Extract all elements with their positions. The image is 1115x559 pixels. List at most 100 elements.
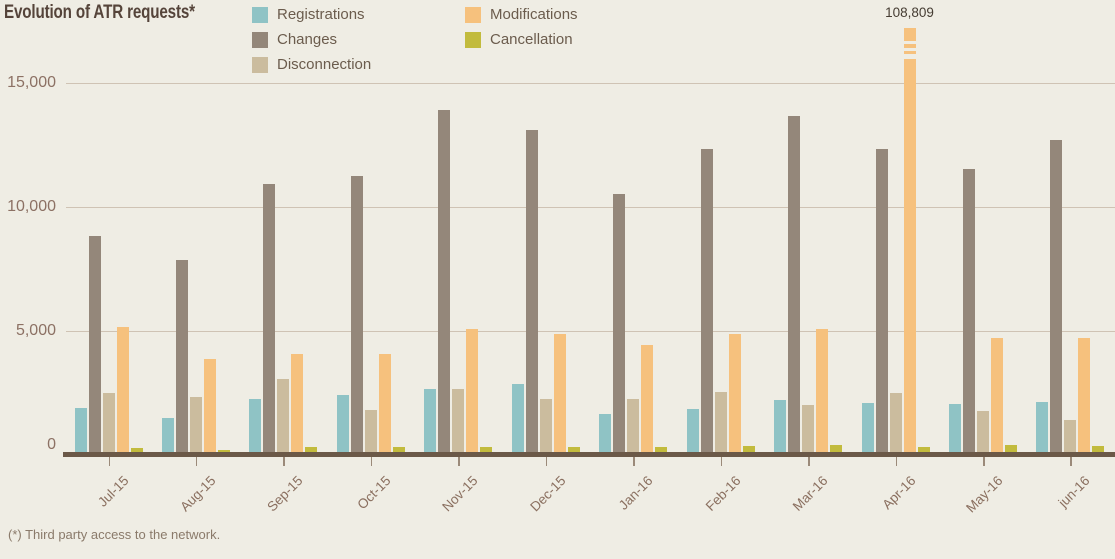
bar-modifications-Apr-16 [903,28,916,452]
legend-label: Cancellation [490,31,573,48]
bar-modifications-May-16 [991,338,1003,452]
legend-column-2: Modifications Cancellation [465,6,578,56]
bar-group-Jan-16 [599,194,668,452]
bar-cancellation-jun-16 [1092,446,1105,452]
x-axis-tick [195,457,198,466]
bar-group-Oct-15 [336,176,405,452]
x-axis-tick [720,457,723,466]
bar-disconnection-Jan-16 [627,399,640,452]
bar-cancellation-Mar-16 [830,445,843,452]
bar-disconnection-May-16 [977,411,989,452]
bar-changes-Jan-16 [613,194,626,452]
y-axis-label-5000: 5,000 [15,321,56,339]
x-axis-tick [808,457,810,466]
bar-modifications-Oct-15 [378,354,391,452]
bar-group-Apr-16 [861,28,930,452]
legend-column-1: Registrations Changes Disconnection [252,6,371,81]
bar-disconnection-jun-16 [1064,420,1077,452]
x-axis-label-jun-16: jun-16 [1055,473,1094,511]
legend-item-disconnection: Disconnection [252,56,371,73]
bar-group-Mar-16 [774,116,843,452]
bar-group-Jul-15 [74,236,143,452]
x-axis-label-Dec-15: Dec-15 [526,473,569,515]
bar-disconnection-Nov-15 [452,389,465,452]
bar-group-Dec-15 [511,130,580,452]
y-axis-label-15000: 15,000 [7,73,56,91]
bar-changes-jun-16 [1050,140,1063,452]
bar-registrations-Nov-15 [424,389,437,452]
x-axis-label-Oct-15: Oct-15 [354,473,394,513]
legend-item-changes: Changes [252,31,371,48]
bar-cancellation-Jul-15 [130,448,143,452]
x-axis-label-Nov-15: Nov-15 [439,473,481,515]
gridline-10000 [66,206,1115,208]
x-axis-label-May-16: May-16 [963,473,1006,516]
bar-changes-Aug-15 [175,260,188,452]
bar-registrations-Jan-16 [599,414,612,452]
bar-disconnection-Mar-16 [802,405,815,452]
bar-modifications-Dec-15 [553,334,566,452]
bar-cancellation-Oct-15 [392,447,405,452]
bar-registrations-Feb-16 [686,409,699,452]
bar-changes-Feb-16 [700,149,713,452]
bar-disconnection-Oct-15 [364,410,377,452]
bar-modifications-Jul-15 [116,327,129,452]
x-axis-label-Jan-16: Jan-16 [615,473,656,513]
legend-item-modifications: Modifications [465,6,578,23]
x-axis-label-Feb-16: Feb-16 [702,473,744,514]
bar-disconnection-Sep-15 [277,379,290,452]
bar-group-Sep-15 [249,184,318,452]
bar-changes-May-16 [963,169,975,452]
bar-cancellation-Jan-16 [655,447,668,452]
footnote: (*) Third party access to the network. [8,527,221,542]
bar-cancellation-May-16 [1005,445,1017,452]
x-axis-tick [283,457,285,466]
bar-registrations-Dec-15 [511,384,524,452]
bar-registrations-Apr-16 [861,403,874,452]
bar-cancellation-Aug-15 [217,450,230,452]
bar-disconnection-Feb-16 [714,392,727,452]
x-axis-tick [545,457,548,466]
plot-area [66,0,1115,452]
legend-label: Changes [277,31,338,48]
y-axis-label-0: 0 [47,436,56,453]
chart-title: Evolution of ATR requests* [4,2,195,23]
x-axis-label-Mar-16: Mar-16 [789,473,831,514]
bar-changes-Oct-15 [350,176,363,452]
bar-changes-Dec-15 [525,130,538,452]
bar-modifications-Sep-15 [291,354,304,452]
registrations-swatch-icon [252,6,268,23]
legend-item-registrations: Registrations [252,6,371,23]
modifications-swatch-icon [465,6,481,23]
bar-cancellation-Sep-15 [305,447,318,452]
bar-cancellation-Feb-16 [742,446,755,452]
bar-registrations-May-16 [949,404,961,452]
bar-group-Nov-15 [424,110,493,452]
bar-group-May-16 [949,169,1017,452]
bar-group-jun-16 [1036,140,1105,452]
x-axis-label-Apr-16: Apr-16 [878,473,919,513]
bar-registrations-Oct-15 [336,395,349,452]
bar-disconnection-Aug-15 [189,397,202,452]
changes-swatch-icon [252,31,268,48]
peak-value-annotation: 108,809 [885,5,934,20]
bar-modifications-Jan-16 [641,345,654,452]
bar-modifications-Mar-16 [816,329,829,452]
disconnection-swatch-icon [252,56,268,73]
bar-changes-Apr-16 [875,149,888,452]
legend-label: Registrations [277,6,365,23]
bar-changes-Jul-15 [88,236,101,452]
gridline-15000 [66,82,1115,84]
bar-registrations-jun-16 [1036,402,1049,452]
x-axis-tick [895,457,898,466]
legend-label: Modifications [490,6,578,23]
bar-modifications-Nov-15 [466,329,479,452]
bar-disconnection-Jul-15 [102,393,115,452]
bar-modifications-Aug-15 [203,359,216,452]
x-axis-label-Sep-15: Sep-15 [264,473,306,515]
bar-modifications-jun-16 [1078,338,1091,452]
bar-group-Aug-15 [161,260,230,452]
bar-cancellation-Nov-15 [480,447,493,452]
bar-registrations-Jul-15 [74,408,87,452]
